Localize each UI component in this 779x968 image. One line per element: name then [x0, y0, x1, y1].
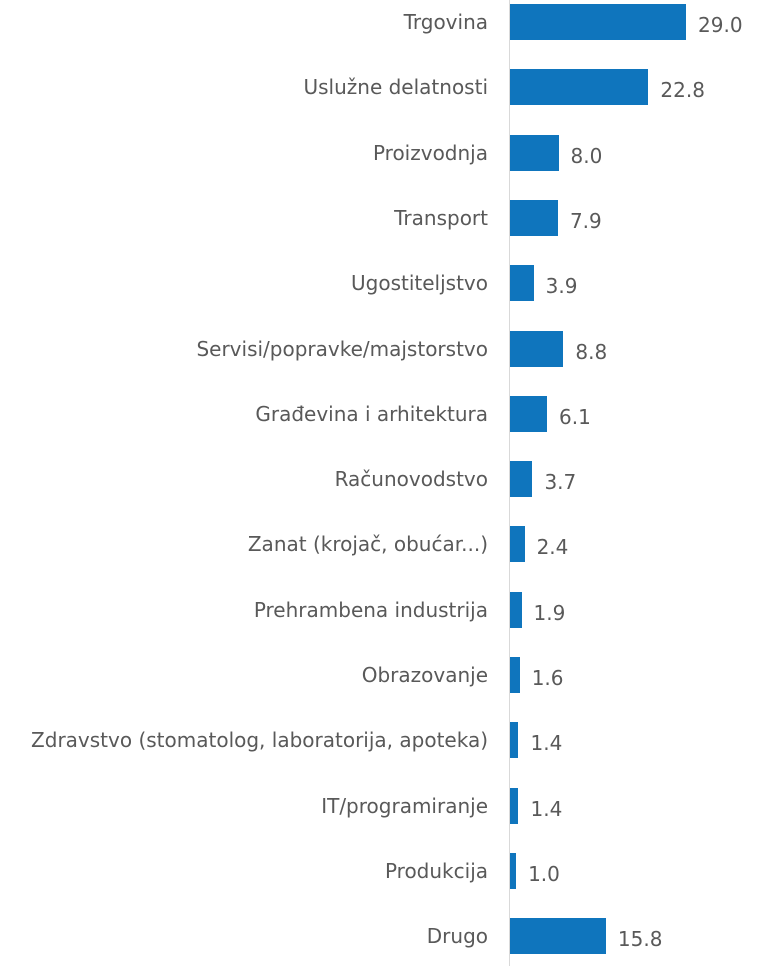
- bar: [510, 852, 517, 889]
- bar: [510, 461, 533, 498]
- category-label-box: Proizvodnja: [22, 121, 488, 185]
- bar: [510, 918, 606, 955]
- value-label: 3.7: [544, 470, 577, 495]
- category-label-box: Obrazovanje: [22, 643, 488, 707]
- value-label: 6.1: [559, 404, 591, 429]
- category-label-box: Drugo: [22, 904, 488, 968]
- bar: [510, 330, 564, 367]
- axis-line: [509, 0, 510, 966]
- category-label: Uslužne delatnosti: [303, 75, 488, 100]
- category-label-box: Produkcija: [22, 839, 488, 903]
- category-label-box: IT/programiranje: [22, 774, 488, 838]
- category-label: Ugostiteljstvo: [351, 271, 488, 296]
- category-label-box: Računovodstvo: [22, 447, 488, 511]
- category-label-box: Servisi/popravke/majstorstvo: [22, 317, 488, 381]
- category-label-box: Ugostiteljstvo: [22, 251, 488, 315]
- value-label: 8.0: [570, 143, 603, 168]
- bar: [510, 265, 534, 302]
- category-label: Obrazovanje: [361, 663, 488, 687]
- category-label: Trgovina: [403, 10, 488, 34]
- category-label: Zanat (krojač, obućar...): [247, 532, 488, 557]
- value-label: 7.9: [569, 208, 602, 233]
- value-label: 8.8: [575, 339, 608, 364]
- value-label: 29.0: [698, 13, 743, 37]
- bar: [510, 134, 559, 171]
- category-label-box: Zanat (krojač, obućar...): [22, 512, 488, 576]
- value-label: 2.4: [536, 535, 569, 560]
- category-label: Proizvodnja: [372, 140, 488, 165]
- value-label: 1.4: [530, 731, 563, 756]
- bar: [510, 395, 548, 432]
- bar: [510, 657, 520, 693]
- category-label: IT/programiranje: [321, 793, 488, 818]
- bar: [510, 591, 522, 628]
- category-label-box: Prehrambena industrija: [22, 578, 488, 642]
- value-label: 22.8: [660, 78, 705, 103]
- value-label: 3.9: [545, 274, 578, 299]
- category-label-box: Transport: [22, 186, 488, 250]
- category-label: Računovodstvo: [334, 467, 488, 492]
- category-label: Produkcija: [384, 858, 488, 883]
- category-label-box: Uslužne delatnosti: [22, 55, 488, 119]
- category-label-box: Zdravstvo (stomatolog, laboratorija, apo…: [22, 708, 488, 772]
- value-label: 15.8: [617, 927, 663, 952]
- bar: [510, 722, 519, 759]
- value-label: 1.6: [531, 666, 564, 690]
- bar: [510, 787, 519, 824]
- bar: [510, 4, 687, 40]
- category-label: Prehrambena industrija: [253, 597, 488, 622]
- value-label: 1.0: [528, 861, 560, 886]
- value-label: 1.4: [530, 796, 563, 821]
- bar: [510, 199, 558, 236]
- category-label: Zdravstvo (stomatolog, laboratorija, apo…: [31, 728, 488, 753]
- bar: [510, 526, 525, 563]
- category-label-box: Trgovina: [22, 0, 488, 54]
- bar: [510, 69, 649, 106]
- category-label: Transport: [394, 205, 488, 230]
- category-label: Servisi/popravke/majstorstvo: [196, 336, 488, 361]
- category-label: Drugo: [426, 924, 488, 949]
- value-label: 1.9: [533, 600, 566, 625]
- category-label-box: Građevina i arhitektura: [22, 382, 488, 446]
- category-label: Građevina i arhitektura: [255, 401, 488, 426]
